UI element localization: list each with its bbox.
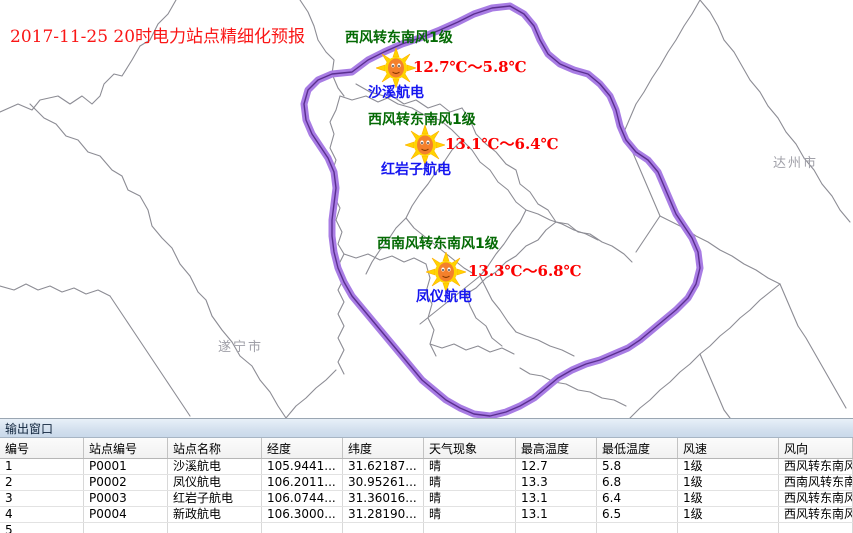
map-vector-layer	[0, 0, 851, 418]
cell-station-code: P0003	[83, 490, 168, 507]
cell-latitude	[342, 522, 424, 533]
column-header-id[interactable]: 编号	[0, 438, 84, 459]
map-title: 2017-11-25 20时电力站点精细化预报	[10, 27, 306, 47]
output-window-titlebar[interactable]: 输出窗口	[0, 419, 853, 438]
cell-weather: 晴	[423, 490, 516, 507]
sunny-icon	[426, 252, 466, 292]
cell-wind-direction	[778, 522, 853, 533]
cell-wind-direction: 西风转东南风	[778, 490, 853, 507]
cell-station-code: P0004	[83, 506, 168, 523]
cell-longitude	[261, 522, 343, 533]
cell-id: 3	[0, 490, 84, 507]
city-label-suining: 遂宁市	[218, 340, 264, 355]
station-temperature-label: 13.1℃～6.4℃	[445, 135, 559, 153]
cell-max-temp	[515, 522, 597, 533]
sunny-icon	[405, 125, 445, 165]
station-name-label: 沙溪航电	[368, 85, 424, 101]
column-header-weather[interactable]: 天气现象	[423, 438, 516, 459]
table-row[interactable]: 1 P0001 沙溪航电 105.9441... 31.62187... 晴 1…	[0, 458, 853, 475]
city-boundary-core	[303, 5, 701, 417]
station-temperature-label: 12.7℃～5.8℃	[413, 58, 527, 76]
cell-min-temp: 6.8	[596, 474, 678, 491]
cell-station-name: 新政航电	[167, 506, 262, 523]
cell-station-name: 红岩子航电	[167, 490, 262, 507]
cell-latitude: 31.36016...	[342, 490, 424, 507]
cell-station-name: 凤仪航电	[167, 474, 262, 491]
station-wind-label: 西风转东南风1级	[345, 30, 453, 46]
column-header-station-code[interactable]: 站点编号	[83, 438, 168, 459]
cell-wind-speed: 1级	[677, 458, 779, 475]
cell-latitude: 30.95261...	[342, 474, 424, 491]
cell-max-temp: 13.3	[515, 474, 597, 491]
station-wind-label: 西风转东南风1级	[368, 112, 476, 128]
column-header-station-name[interactable]: 站点名称	[167, 438, 262, 459]
table-row[interactable]: 2 P0002 凤仪航电 106.2011... 30.95261... 晴 1…	[0, 474, 853, 491]
column-header-min-temp[interactable]: 最低温度	[596, 438, 678, 459]
cell-max-temp: 13.1	[515, 506, 597, 523]
output-window-panel: 输出窗口 编号 站点编号 站点名称 经度 纬度 天气现象 最高温度 最低温度 风…	[0, 418, 853, 533]
table-row[interactable]: 5	[0, 522, 853, 533]
station-name-label: 凤仪航电	[416, 289, 472, 305]
table-row[interactable]: 3 P0003 红岩子航电 106.0744... 31.36016... 晴 …	[0, 490, 853, 507]
table-row[interactable]: 4 P0004 新政航电 106.3000... 31.28190... 晴 1…	[0, 506, 853, 523]
cell-min-temp: 6.4	[596, 490, 678, 507]
cell-weather: 晴	[423, 506, 516, 523]
cell-wind-speed: 1级	[677, 506, 779, 523]
cell-wind-speed: 1级	[677, 474, 779, 491]
station-name-label: 红岩子航电	[381, 162, 451, 178]
cell-latitude: 31.62187...	[342, 458, 424, 475]
table-header-row: 编号 站点编号 站点名称 经度 纬度 天气现象 最高温度 最低温度 风速 风向	[0, 438, 853, 459]
cell-max-temp: 13.1	[515, 490, 597, 507]
cell-min-temp: 5.8	[596, 458, 678, 475]
city-label-dazhou: 达州市	[773, 156, 819, 171]
cell-longitude: 106.0744...	[261, 490, 343, 507]
cell-longitude: 105.9441...	[261, 458, 343, 475]
column-header-longitude[interactable]: 经度	[261, 438, 343, 459]
cell-longitude: 106.2011...	[261, 474, 343, 491]
cell-id: 2	[0, 474, 84, 491]
cell-latitude: 31.28190...	[342, 506, 424, 523]
cell-station-code	[83, 522, 168, 533]
forecast-data-grid[interactable]: 编号 站点编号 站点名称 经度 纬度 天气现象 最高温度 最低温度 风速 风向 …	[0, 438, 853, 533]
cell-weather	[423, 522, 516, 533]
station-wind-label: 西南风转东南风1级	[377, 236, 499, 252]
column-header-max-temp[interactable]: 最高温度	[515, 438, 597, 459]
station-temperature-label: 13.3℃～6.8℃	[468, 262, 582, 280]
cell-weather: 晴	[423, 474, 516, 491]
column-header-wind-speed[interactable]: 风速	[677, 438, 779, 459]
cell-id: 4	[0, 506, 84, 523]
output-window-title: 输出窗口	[5, 421, 54, 436]
cell-station-name	[167, 522, 262, 533]
sunny-icon	[376, 48, 416, 88]
column-header-wind-direction[interactable]: 风向	[778, 438, 853, 459]
cell-wind-speed: 1级	[677, 490, 779, 507]
cell-weather: 晴	[423, 458, 516, 475]
cell-wind-direction: 西南风转东南风	[778, 474, 853, 491]
cell-id: 1	[0, 458, 84, 475]
cell-wind-direction: 西风转东南风	[778, 458, 853, 475]
cell-min-temp: 6.5	[596, 506, 678, 523]
cell-station-code: P0001	[83, 458, 168, 475]
cell-id: 5	[0, 522, 84, 533]
column-header-latitude[interactable]: 纬度	[342, 438, 424, 459]
cell-longitude: 106.3000...	[261, 506, 343, 523]
cell-max-temp: 12.7	[515, 458, 597, 475]
cell-station-code: P0002	[83, 474, 168, 491]
cell-station-name: 沙溪航电	[167, 458, 262, 475]
cell-wind-direction: 西风转东南风	[778, 506, 853, 523]
cell-min-temp	[596, 522, 678, 533]
map-canvas[interactable]: 2017-11-25 20时电力站点精细化预报 遂宁市 达州市 西风转东南风1级…	[0, 0, 853, 418]
cell-wind-speed	[677, 522, 779, 533]
